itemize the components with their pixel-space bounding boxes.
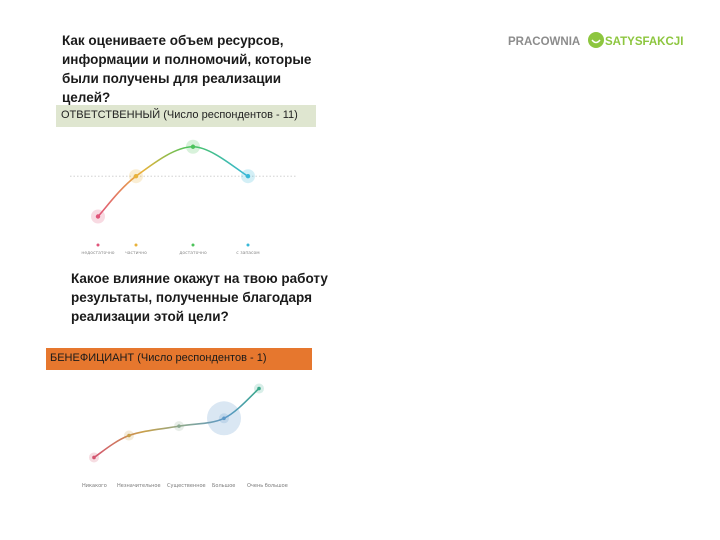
x-tick-label: достаточно bbox=[179, 251, 207, 256]
respondent-label-beneficiary: БЕНЕФИЦИАНТ (Число респондентов - 1) bbox=[50, 352, 267, 364]
smile-icon bbox=[588, 32, 604, 48]
x-tick-label: недостаточно bbox=[81, 251, 114, 256]
data-point bbox=[190, 144, 196, 149]
question-impact: Какое влияние окажут на твою работу резу… bbox=[71, 271, 328, 324]
x-tick-label: частично bbox=[125, 251, 147, 256]
x-tick-label: Незначительное bbox=[117, 483, 161, 489]
category-dot bbox=[134, 243, 138, 247]
smile-curve bbox=[591, 39, 601, 44]
x-tick-label: Большое bbox=[212, 483, 235, 489]
data-point bbox=[133, 174, 139, 179]
logo-text-satysfakcji: SATYSFAKCJI bbox=[605, 36, 683, 48]
logo-text-pracownia: PRACOWNIA bbox=[508, 36, 580, 48]
respondent-bar-beneficiary: БЕНЕФИЦИАНТ (Число респондентов - 1) bbox=[46, 348, 312, 370]
logo-graphic: PRACOWNIA SATYSFAKCJI bbox=[508, 32, 683, 48]
x-tick-label: Никакого bbox=[82, 483, 107, 489]
chart-resources: недостаточно частично достаточно с запасом bbox=[56, 127, 316, 267]
chart-impact-svg: Никакого Незначительное Существенное Большо… bbox=[82, 383, 288, 489]
x-tick-label: Существенное bbox=[167, 483, 206, 489]
category-dot bbox=[246, 243, 250, 247]
data-point bbox=[222, 416, 226, 421]
category-dot bbox=[96, 243, 100, 247]
data-point bbox=[245, 174, 251, 179]
question-resources: Как оцениваете объем ресурсов, информаци… bbox=[62, 33, 312, 105]
chart-impact: Никакого Незначительное Существенное Большо… bbox=[56, 370, 306, 502]
data-point bbox=[257, 386, 261, 391]
respondent-bar-responsible: ОТВЕТСТВЕННЫЙ (Число респондентов - 11) bbox=[56, 105, 316, 127]
category-dot bbox=[191, 243, 195, 247]
chart-resources-svg: недостаточно частично достаточно с запасом bbox=[70, 139, 296, 256]
data-point bbox=[177, 424, 181, 428]
x-tick-label: Очень большое bbox=[247, 483, 288, 489]
data-point bbox=[127, 433, 131, 438]
series-line bbox=[97, 145, 249, 218]
x-tick-label: с запасом bbox=[236, 251, 259, 256]
data-point bbox=[92, 455, 96, 460]
respondent-label-responsible: ОТВЕТСТВЕННЫЙ (Число респондентов - 11) bbox=[61, 109, 298, 121]
company-logo: PRACOWNIA SATYSFAKCJI bbox=[508, 28, 683, 52]
data-point bbox=[95, 214, 101, 219]
